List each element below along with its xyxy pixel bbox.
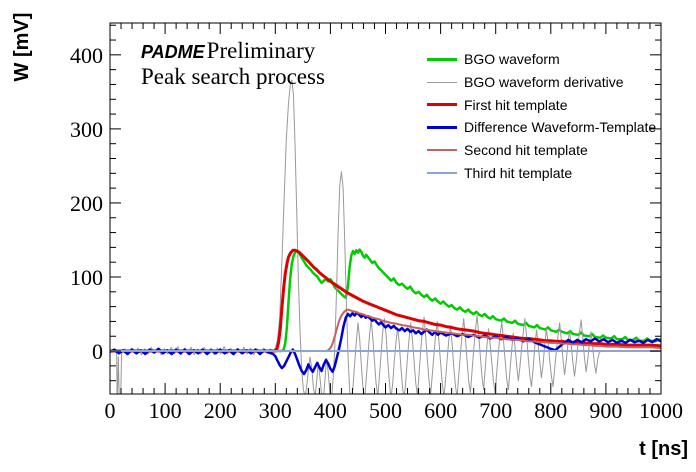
title-line-1: PADMEPreliminary — [141, 38, 325, 65]
legend-label-bgo-derivative: BGO waveform derivative — [464, 74, 624, 91]
y-tick-label: 400 — [70, 43, 103, 68]
y-tick-label: 0 — [92, 339, 103, 364]
legend-line-third-hit-template — [427, 171, 457, 174]
legend-label-second-hit-template: Second hit template — [464, 142, 588, 159]
y-tick-label: 300 — [70, 117, 103, 142]
legend-line-difference — [427, 125, 457, 129]
y-tick-label: 200 — [70, 191, 103, 216]
y-axis-title: W [mV] — [11, 12, 33, 82]
x-tick-label: 800 — [534, 398, 567, 423]
legend-row-2: First hit template — [427, 93, 656, 116]
x-tick-label: 100 — [149, 398, 182, 423]
x-tick-label: 0 — [105, 398, 116, 423]
legend-line-first-hit-template — [427, 103, 457, 107]
x-tick-label: 900 — [589, 398, 622, 423]
legend-label-bgo-waveform: BGO waveform — [464, 51, 560, 68]
x-axis-title: t [ns] — [639, 438, 688, 460]
plot-subtitle: Peak search process — [141, 64, 325, 89]
legend-label-third-hit-template: Third hit template — [464, 164, 573, 181]
x-tick-label: 600 — [424, 398, 457, 423]
legend-row-4: Second hit template — [427, 139, 656, 162]
x-tick-label: 200 — [204, 398, 237, 423]
experiment-name: PADME — [141, 42, 205, 62]
series-layer — [110, 79, 661, 394]
legend: BGO waveform BGO waveform derivative Fir… — [427, 48, 656, 184]
series-bgo-waveform — [110, 248, 661, 353]
legend-label-first-hit-template: First hit template — [464, 96, 568, 113]
legend-row-5: Third hit template — [427, 161, 656, 184]
legend-line-bgo-derivative — [427, 81, 457, 83]
legend-line-second-hit-template — [427, 149, 457, 152]
plot-title: PADMEPreliminary Peak search process — [141, 38, 325, 89]
x-tick-label: 400 — [314, 398, 347, 423]
x-tick-label: 700 — [479, 398, 512, 423]
legend-label-difference: Difference Waveform-Template — [464, 119, 657, 136]
legend-row-3: Difference Waveform-Template — [427, 116, 656, 139]
y-tick-label: 100 — [70, 265, 103, 290]
legend-row-0: BGO waveform — [427, 48, 656, 71]
x-tick-label: 300 — [259, 398, 292, 423]
series-first-hit-template — [110, 248, 661, 353]
series-second-hit-template — [110, 308, 661, 352]
legend-row-1: BGO waveform derivative — [427, 71, 656, 94]
x-tick-label: 500 — [369, 398, 402, 423]
preliminary-label: Preliminary — [206, 38, 316, 63]
legend-line-bgo-waveform — [427, 57, 457, 61]
x-tick-label: 1000 — [639, 398, 683, 423]
